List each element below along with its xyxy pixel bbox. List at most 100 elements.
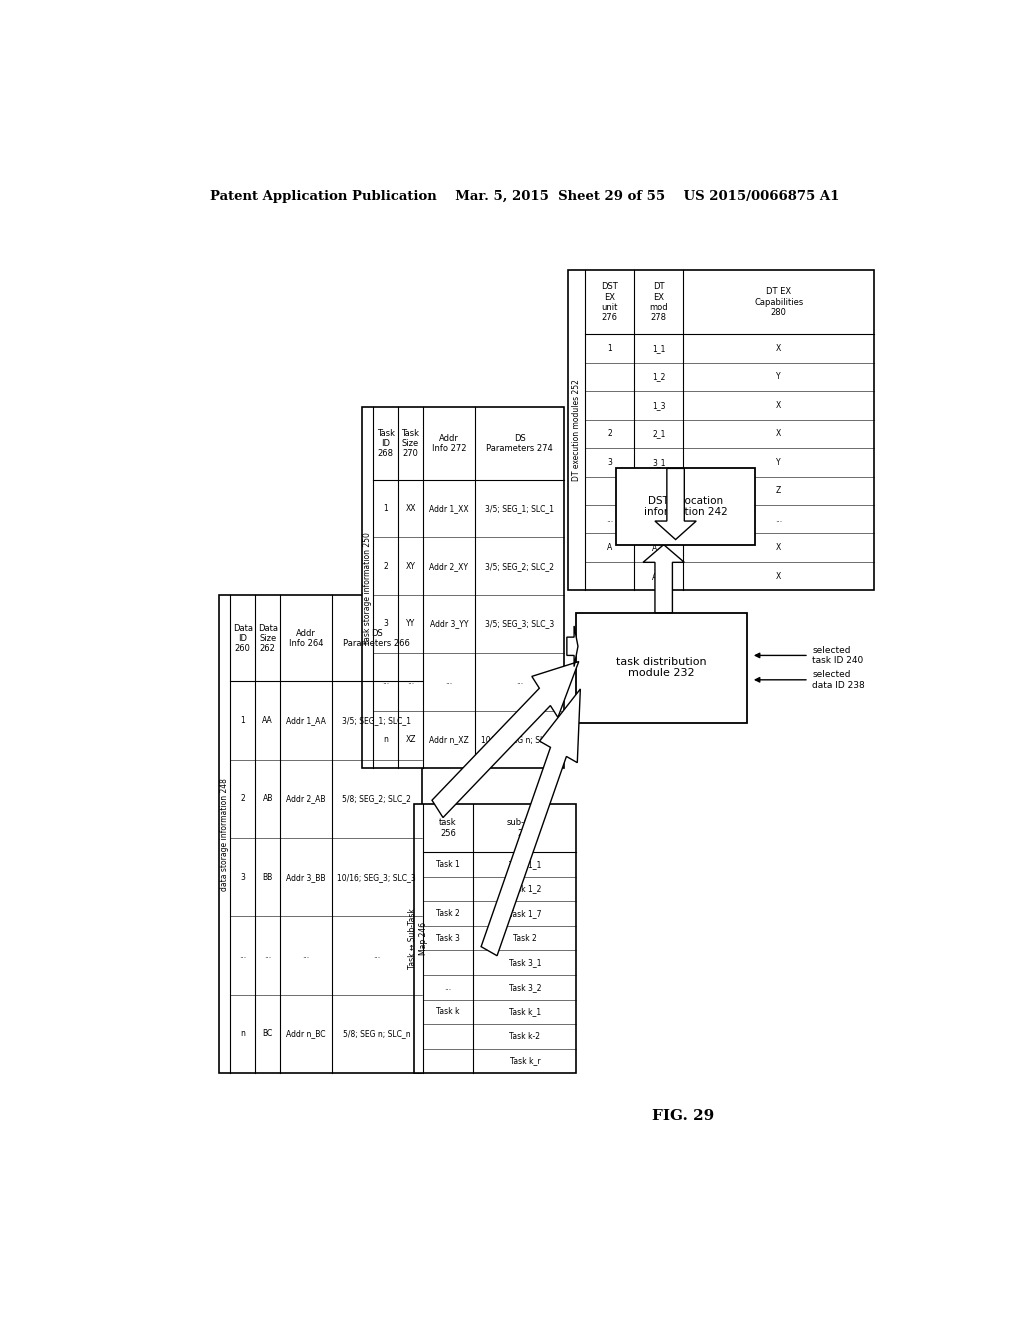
Text: Addr n_BC: Addr n_BC [286,1030,326,1039]
Text: Data
Size
262: Data Size 262 [258,623,278,653]
Text: 1: 1 [241,717,245,725]
Text: XX: XX [406,504,416,513]
Text: 3_2: 3_2 [652,486,666,495]
Text: FIG. 29: FIG. 29 [652,1109,715,1123]
Text: Task ↔ Sub-Task
Map 246: Task ↔ Sub-Task Map 246 [409,908,428,969]
Text: DS
Parameters 274: DS Parameters 274 [486,434,553,453]
Text: 3/5; SEG_3; SLC_3: 3/5; SEG_3; SLC_3 [485,619,554,628]
Text: DT
EX
mod
278: DT EX mod 278 [649,282,669,322]
Text: data storage information 248: data storage information 248 [220,777,229,891]
Text: BB: BB [262,873,272,882]
Text: Addr n_XZ: Addr n_XZ [429,735,469,744]
Text: 3/5; SEG_1; SLC_1: 3/5; SEG_1; SLC_1 [485,504,554,513]
Text: 5/8; SEG n; SLC_n: 5/8; SEG n; SLC_n [343,1030,411,1039]
Text: Task 1_1: Task 1_1 [509,861,541,869]
Text: ...: ... [606,515,613,524]
Text: Task 1: Task 1 [436,861,460,869]
Text: Task 1_2: Task 1_2 [509,884,541,894]
Text: Patent Application Publication    Mar. 5, 2015  Sheet 29 of 55    US 2015/006687: Patent Application Publication Mar. 5, 2… [210,190,840,202]
Text: Y: Y [776,372,781,381]
Text: ...: ... [264,952,271,960]
Text: Task k_1: Task k_1 [509,1007,541,1016]
Text: Task 3: Task 3 [436,933,460,942]
Text: 3_1: 3_1 [652,458,666,467]
Text: ...: ... [302,952,309,960]
Text: DT EX
Capabilities
280: DT EX Capabilities 280 [754,288,803,317]
Text: 2: 2 [607,429,612,438]
Text: Task k-2: Task k-2 [509,1032,541,1041]
Text: X: X [776,401,781,411]
Text: Addr 3_BB: Addr 3_BB [286,873,326,882]
Text: Task 3_2: Task 3_2 [509,983,541,991]
Text: 10/16; SEG_3; SLC_3: 10/16; SEG_3; SLC_3 [337,873,416,882]
Text: X: X [776,345,781,352]
Text: ...: ... [445,677,453,686]
Text: Addr 3_YY: Addr 3_YY [429,619,468,628]
Text: Data
ID
260: Data ID 260 [232,623,253,653]
Text: 1: 1 [607,345,612,352]
Text: Task k_r: Task k_r [510,1056,541,1065]
Text: 2: 2 [241,795,245,804]
Text: 1_3: 1_3 [652,401,666,411]
Text: sub-task
258: sub-task 258 [507,818,543,838]
Text: Task 2: Task 2 [436,909,460,919]
Text: task distribution
module 232: task distribution module 232 [616,657,707,678]
FancyBboxPatch shape [219,595,422,1073]
Text: X: X [776,572,781,581]
FancyBboxPatch shape [568,271,874,590]
Text: Task 1_7: Task 1_7 [509,909,541,919]
Text: BC: BC [262,1030,272,1039]
Polygon shape [432,661,579,817]
Text: Task
ID
268: Task ID 268 [377,429,394,458]
Text: 2_1: 2_1 [652,429,666,438]
Text: 3: 3 [241,873,246,882]
Polygon shape [481,689,581,956]
Text: Addr 1_AA: Addr 1_AA [286,717,326,725]
Text: X: X [776,544,781,552]
Text: 1: 1 [383,504,388,513]
Text: task
256: task 256 [439,818,457,838]
Text: Addr 2_XY: Addr 2_XY [429,562,468,570]
Text: selected
task ID 240: selected task ID 240 [812,645,863,665]
Polygon shape [643,545,684,612]
Text: 3/5; SEG_1; SLC_1: 3/5; SEG_1; SLC_1 [342,717,412,725]
Text: 3/5; SEG_2; SLC_2: 3/5; SEG_2; SLC_2 [485,562,554,570]
Polygon shape [567,626,578,667]
Text: DT execution modules 252: DT execution modules 252 [572,379,582,482]
Text: Addr
Info 264: Addr Info 264 [289,628,324,648]
Text: A: A [607,544,612,552]
Text: 3: 3 [383,619,388,628]
Text: X: X [776,429,781,438]
Text: AB: AB [262,795,272,804]
Text: n: n [383,735,388,744]
Text: ...: ... [655,515,663,524]
Text: ...: ... [444,983,452,991]
Text: A_1: A_1 [652,544,666,552]
Text: Y: Y [776,458,781,467]
Text: task storage information 250: task storage information 250 [364,532,372,644]
FancyBboxPatch shape [362,408,564,768]
Text: Z: Z [776,486,781,495]
Text: Addr 1_XX: Addr 1_XX [429,504,469,513]
Text: 3: 3 [607,458,612,467]
Text: ...: ... [516,677,523,686]
Text: A_2: A_2 [652,572,666,581]
Text: AA: AA [262,717,273,725]
Text: DST
EX
unit
276: DST EX unit 276 [601,282,618,322]
Text: 5/8; SEG_2; SLC_2: 5/8; SEG_2; SLC_2 [342,795,411,804]
Text: ...: ... [373,952,380,960]
Text: selected
data ID 238: selected data ID 238 [812,671,865,689]
Text: DST allocation
information 242: DST allocation information 242 [644,496,727,517]
Text: n: n [241,1030,246,1039]
Text: Task 3_1: Task 3_1 [509,958,541,968]
Polygon shape [655,469,696,540]
Text: YY: YY [406,619,415,628]
Text: ...: ... [407,677,414,686]
Text: 1_2: 1_2 [652,372,666,381]
Text: XZ: XZ [406,735,416,744]
Text: ...: ... [240,952,247,960]
FancyBboxPatch shape [616,469,755,545]
Text: ...: ... [382,677,389,686]
Text: Task k: Task k [436,1007,460,1016]
Text: ...: ... [775,515,782,524]
